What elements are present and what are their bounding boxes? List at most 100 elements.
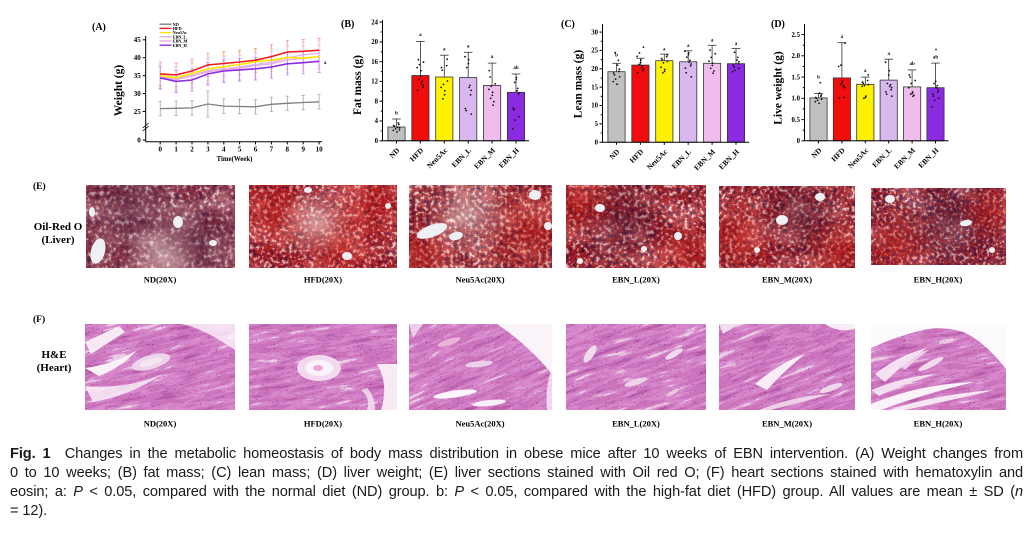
svg-text:24: 24: [371, 19, 378, 26]
svg-text:(F): (F): [33, 314, 45, 325]
svg-text:Neu5Ac: Neu5Ac: [425, 145, 450, 170]
svg-text:3: 3: [206, 145, 210, 153]
svg-text:ND(20X): ND(20X): [144, 275, 177, 285]
svg-text:EBN_L: EBN_L: [870, 146, 893, 169]
svg-text:EBN_L: EBN_L: [670, 147, 693, 170]
svg-text:0: 0: [158, 145, 162, 153]
svg-text:EBN_M: EBN_M: [692, 147, 717, 172]
svg-text:EBN_M: EBN_M: [472, 146, 497, 171]
svg-text:(Heart): (Heart): [37, 362, 72, 374]
svg-text:10: 10: [591, 103, 598, 110]
svg-text:EBN_L: EBN_L: [450, 146, 473, 169]
svg-text:a: a: [467, 44, 470, 49]
svg-text:16: 16: [371, 59, 378, 66]
svg-text:H&E: H&E: [41, 349, 66, 361]
svg-text:a: a: [324, 61, 327, 66]
svg-text:Neu5Ac: Neu5Ac: [173, 30, 187, 35]
svg-text:2: 2: [190, 145, 194, 153]
svg-text:0: 0: [137, 137, 141, 145]
svg-text:5: 5: [238, 145, 242, 153]
svg-text:HFD(20X): HFD(20X): [304, 419, 342, 429]
svg-text:6: 6: [254, 145, 258, 153]
svg-text:5: 5: [595, 121, 599, 128]
svg-text:8: 8: [286, 145, 290, 153]
svg-text:35: 35: [134, 72, 142, 80]
svg-text:4: 4: [222, 145, 226, 153]
svg-text:40: 40: [134, 54, 142, 62]
svg-text:ab: ab: [513, 66, 519, 71]
svg-text:0.5: 0.5: [792, 117, 801, 124]
svg-text:EBN_L(20X): EBN_L(20X): [612, 275, 660, 285]
svg-text:45: 45: [134, 36, 142, 44]
svg-text:EBN_H: EBN_H: [717, 147, 741, 171]
svg-text:HFD: HFD: [829, 145, 847, 163]
svg-text:Oil-Red O: Oil-Red O: [34, 221, 83, 233]
svg-text:0: 0: [375, 138, 379, 145]
svg-text:a: a: [841, 35, 844, 40]
svg-text:EBN_H: EBN_H: [916, 146, 940, 170]
svg-text:20: 20: [591, 66, 598, 73]
svg-text:EBN_H: EBN_H: [173, 43, 188, 48]
svg-text:30: 30: [591, 29, 598, 36]
svg-text:Neu5Ac(20X): Neu5Ac(20X): [455, 275, 504, 285]
svg-text:(A): (A): [92, 22, 106, 33]
svg-text:(C): (C): [561, 19, 575, 30]
svg-text:EBN_H(20X): EBN_H(20X): [914, 419, 963, 429]
svg-text:12: 12: [371, 79, 378, 86]
svg-text:ab: ab: [909, 62, 915, 67]
svg-text:a: a: [864, 69, 867, 74]
svg-text:ab: ab: [933, 55, 939, 60]
svg-text:HFD: HFD: [173, 26, 182, 31]
svg-text:a: a: [687, 44, 690, 49]
svg-text:(B): (B): [341, 19, 354, 30]
svg-text:EBN_L(20X): EBN_L(20X): [612, 419, 660, 429]
svg-text:a: a: [443, 47, 446, 52]
svg-text:0: 0: [595, 139, 599, 146]
svg-text:Time(Week): Time(Week): [217, 156, 253, 163]
svg-text:a: a: [711, 39, 714, 44]
svg-text:20: 20: [371, 39, 378, 46]
svg-text:a: a: [735, 42, 738, 47]
svg-text:0: 0: [797, 138, 801, 145]
svg-text:EBN_H: EBN_H: [497, 146, 521, 170]
svg-text:ND: ND: [387, 145, 401, 159]
svg-text:ND: ND: [607, 147, 621, 161]
svg-text:EBN_M: EBN_M: [892, 146, 917, 171]
svg-text:EBN_M(20X): EBN_M(20X): [762, 419, 812, 429]
svg-text:a: a: [419, 33, 422, 38]
svg-text:1.0: 1.0: [792, 96, 801, 103]
svg-text:Neu5Ac: Neu5Ac: [645, 147, 670, 172]
svg-text:b: b: [817, 75, 820, 80]
svg-text:2.0: 2.0: [792, 53, 801, 60]
svg-text:1: 1: [174, 145, 178, 153]
svg-text:Neu5Ac(20X): Neu5Ac(20X): [455, 419, 504, 429]
svg-text:b: b: [615, 54, 618, 59]
svg-text:Live weight (g): Live weight (g): [773, 51, 785, 125]
svg-text:10: 10: [316, 145, 324, 153]
svg-text:a: a: [491, 55, 494, 60]
svg-text:HFD: HFD: [628, 147, 646, 165]
svg-text:EBN_H(20X): EBN_H(20X): [914, 275, 963, 285]
svg-text:15: 15: [591, 84, 598, 91]
svg-text:30: 30: [134, 90, 142, 98]
svg-text:25: 25: [591, 48, 598, 55]
svg-text:Lean mass (g): Lean mass (g): [573, 50, 585, 119]
svg-text:EBN_L: EBN_L: [173, 34, 187, 39]
svg-text:EBN_M(20X): EBN_M(20X): [762, 275, 812, 285]
svg-text:ND(20X): ND(20X): [144, 419, 177, 429]
svg-text:Weight (g): Weight (g): [113, 65, 125, 117]
svg-text:a: a: [887, 52, 890, 57]
svg-text:Fat mass (g): Fat mass (g): [352, 55, 364, 115]
svg-text:HFD(20X): HFD(20X): [304, 275, 342, 285]
svg-text:a: a: [663, 47, 666, 52]
svg-text:(Liver): (Liver): [42, 234, 75, 246]
svg-text:b: b: [395, 112, 398, 117]
svg-text:1.5: 1.5: [792, 74, 801, 81]
svg-text:EBN_M: EBN_M: [173, 39, 188, 44]
svg-text:2.5: 2.5: [792, 32, 801, 39]
svg-text:HFD: HFD: [408, 145, 426, 163]
svg-text:9: 9: [301, 145, 305, 153]
svg-text:4: 4: [375, 118, 379, 125]
svg-text:8: 8: [375, 98, 379, 105]
svg-text:25: 25: [134, 108, 142, 116]
